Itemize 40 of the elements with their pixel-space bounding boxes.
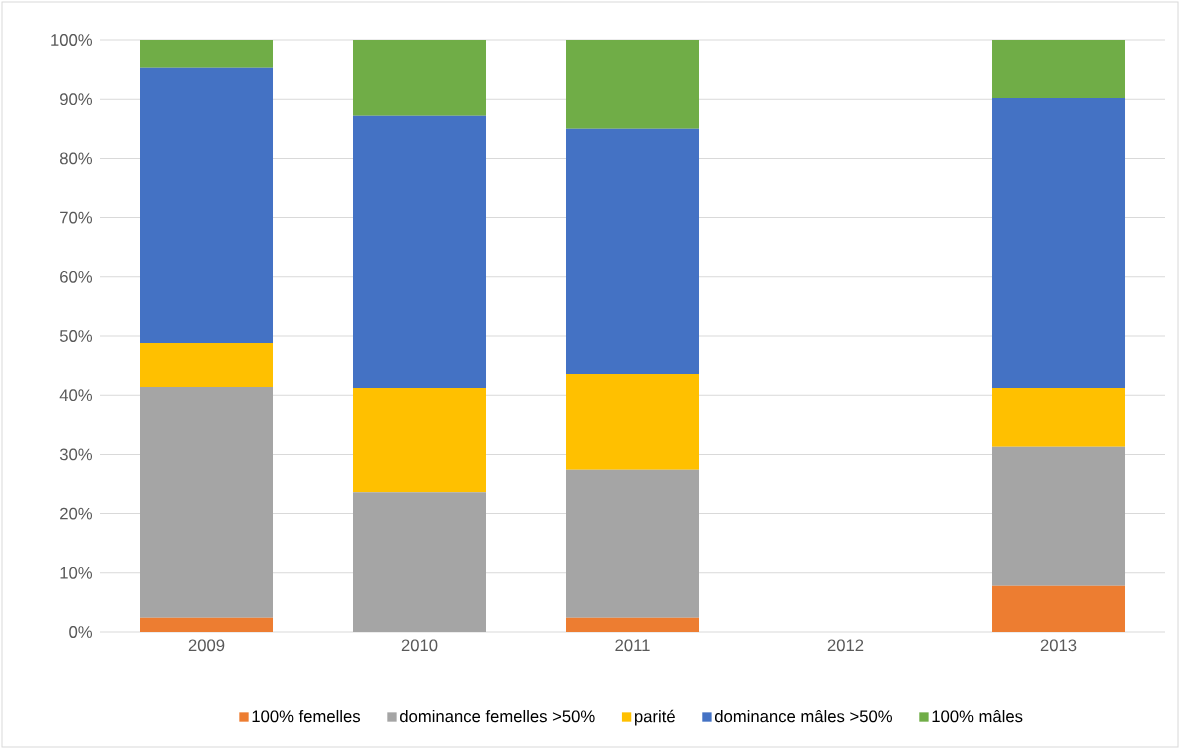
y-tick-label: 0% bbox=[69, 626, 93, 638]
bar bbox=[140, 343, 274, 387]
bar bbox=[992, 585, 1126, 632]
y-tick-label: 30% bbox=[59, 448, 93, 461]
y-tick-label: 10% bbox=[60, 566, 93, 579]
bar bbox=[992, 98, 1126, 389]
y-tick-label: 40% bbox=[59, 389, 93, 402]
bar bbox=[992, 39, 1126, 99]
y-tick-label: 90% bbox=[60, 93, 93, 106]
x-tick-label: 2012 bbox=[827, 639, 864, 652]
y-tick-label: 80% bbox=[60, 152, 93, 165]
bar bbox=[353, 39, 487, 116]
x-tick-label: 2010 bbox=[401, 639, 438, 652]
y-tick-label: 60% bbox=[60, 270, 93, 283]
legend-label: parité bbox=[634, 709, 675, 726]
legend-label: dominance mâles >50% bbox=[714, 709, 892, 723]
bar bbox=[992, 388, 1126, 447]
bar bbox=[566, 373, 700, 470]
x-tick-label: 2009 bbox=[188, 639, 225, 652]
bar bbox=[566, 128, 700, 374]
y-tick-label: 70% bbox=[60, 211, 93, 224]
bar bbox=[140, 617, 274, 632]
legend-label: dominance femelles >50% bbox=[400, 709, 595, 723]
x-tick-label: 2011 bbox=[615, 639, 650, 652]
bar bbox=[566, 617, 700, 632]
bar bbox=[566, 39, 700, 129]
legend-label: 100% mâles bbox=[932, 709, 1023, 723]
bar bbox=[140, 386, 274, 618]
bar bbox=[140, 39, 274, 68]
bar bbox=[353, 388, 487, 493]
bar bbox=[353, 115, 487, 389]
legend-label: 100% femelles bbox=[252, 709, 361, 723]
x-tick-label: 2013 bbox=[1040, 639, 1077, 652]
bar bbox=[353, 492, 487, 632]
bar bbox=[566, 469, 700, 618]
bar bbox=[140, 67, 274, 344]
y-tick-label: 20% bbox=[60, 507, 93, 520]
y-tick-label: 50% bbox=[59, 330, 93, 342]
y-tick-label: 100% bbox=[51, 34, 93, 46]
bar bbox=[992, 446, 1126, 586]
